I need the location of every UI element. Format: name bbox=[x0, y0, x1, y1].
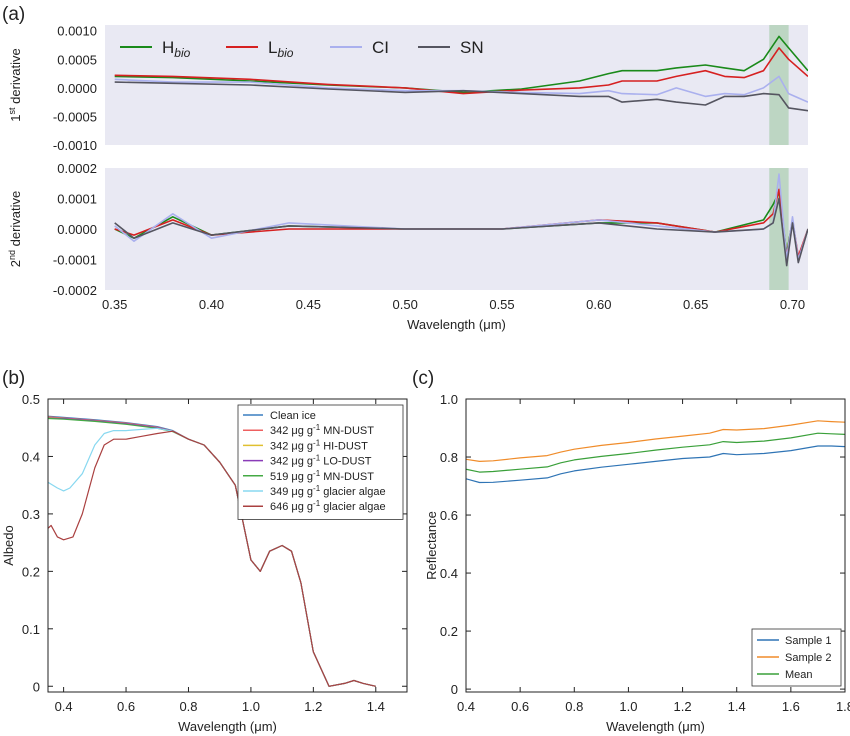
highlight-band bbox=[769, 25, 789, 145]
series-group-b bbox=[48, 415, 376, 687]
y-tick-label: 0.0010 bbox=[57, 24, 97, 39]
y-axis-label: 2nd derivative bbox=[7, 191, 23, 268]
legend-label: 342 μg g-1 HI-DUST bbox=[270, 438, 368, 452]
x-tick-label: 0.35 bbox=[102, 297, 127, 312]
x-tick-label: 0.4 bbox=[457, 699, 475, 714]
legend-label: 646 μg g-1 glacier algae bbox=[270, 499, 386, 513]
plot-frame-c bbox=[465, 398, 846, 693]
y-tick-label: 0.4 bbox=[440, 566, 458, 581]
x-tick-label: 0.40 bbox=[199, 297, 224, 312]
y-axis-label: Reflectance bbox=[424, 511, 439, 580]
x-tick-label: 0.60 bbox=[586, 297, 611, 312]
series-line-CI bbox=[114, 173, 808, 261]
legend-c: Sample 1 Sample 2 Mean bbox=[751, 628, 842, 687]
panel-label-c: (c) bbox=[412, 368, 434, 389]
x-axis-label: Wavelength (μm) bbox=[407, 317, 506, 332]
y-tick-label: 0.2 bbox=[440, 624, 458, 639]
legend-label: 342 μg g-1 MN-DUST bbox=[270, 423, 374, 437]
x-tick-label: 0.4 bbox=[55, 699, 73, 714]
series-group-c bbox=[466, 420, 845, 484]
x-tick-label: 0.70 bbox=[780, 297, 805, 312]
series-line-CI bbox=[114, 75, 808, 103]
series-line-SN bbox=[114, 81, 808, 112]
y-tick-label: 0.0005 bbox=[57, 52, 97, 67]
x-tick-label: 0.6 bbox=[117, 699, 135, 714]
y-tick-label: -0.0002 bbox=[53, 283, 97, 298]
x-tick-label: 1.0 bbox=[242, 699, 260, 714]
plot-area-a1 bbox=[105, 25, 808, 145]
panel-label-b: (b) bbox=[2, 368, 25, 389]
y-tick-label: 0.0001 bbox=[57, 192, 97, 207]
highlight-band bbox=[769, 168, 789, 290]
y-axis-label: 1st derivative bbox=[7, 48, 23, 122]
x-axis-label: Wavelength (μm) bbox=[606, 719, 705, 734]
y-tick-label: 0.0000 bbox=[57, 81, 97, 96]
y-tick-label: 1.0 bbox=[440, 392, 458, 407]
series-line-Sample-2 bbox=[466, 420, 845, 462]
x-tick-label: 0.8 bbox=[565, 699, 583, 714]
y-tick-label: 0.1 bbox=[22, 622, 40, 637]
plot-frame-b bbox=[47, 398, 408, 693]
legend-label: Clean ice bbox=[270, 410, 316, 422]
chart-a2: 0.0002 0.0001 0.0000 -0.0001 -0.0002 0.35 0.40… bbox=[7, 161, 808, 332]
x-tick-label: 0.45 bbox=[296, 297, 321, 312]
series-line-646-g-g-1-glacier-algae bbox=[48, 430, 376, 687]
legend-box bbox=[237, 404, 404, 520]
x-tick-label: 0.55 bbox=[489, 297, 514, 312]
y-axis-label: Albedo bbox=[1, 525, 16, 565]
x-tick-label: 1.6 bbox=[782, 699, 800, 714]
legend-label: 519 μg g-1 MN-DUST bbox=[270, 469, 374, 483]
y-tick-label: 0 bbox=[451, 682, 458, 697]
chart-b: 0 0.1 0.2 0.3 0.4 0.5 0.4 0.6 0.8 1.0 1.2 1.4 Wavele… bbox=[1, 392, 408, 734]
panel-label-a: (a) bbox=[2, 4, 25, 25]
x-tick-label: 0.65 bbox=[683, 297, 708, 312]
series-group-a1 bbox=[114, 35, 808, 112]
series-line-Mean bbox=[466, 432, 845, 473]
legend-label: 349 μg g-1 glacier algae bbox=[270, 484, 386, 498]
y-tick-label: 0.5 bbox=[22, 392, 40, 407]
legend-label: 342 μg g-1 LO-DUST bbox=[270, 454, 372, 468]
y-tick-label: 0.4 bbox=[22, 449, 40, 464]
series-line-Lbio bbox=[114, 47, 808, 95]
y-tick-label: 0.0002 bbox=[57, 161, 97, 176]
x-tick-label: 1.0 bbox=[619, 699, 637, 714]
y-tick-label: -0.0005 bbox=[53, 109, 97, 124]
series-line-Sample-1 bbox=[466, 445, 845, 484]
x-tick-label: 1.4 bbox=[367, 699, 385, 714]
x-tick-label: 1.8 bbox=[836, 699, 850, 714]
legend-label: CI bbox=[372, 38, 389, 57]
x-tick-label: 1.2 bbox=[304, 699, 322, 714]
chart-a1: 0.0010 0.0005 0.0000 -0.0005 -0.0010 1st deri… bbox=[7, 24, 808, 153]
series-line-SN bbox=[114, 197, 808, 267]
x-tick-label: 0.6 bbox=[511, 699, 529, 714]
legend-a: Hbio Lbio CI SN bbox=[120, 38, 484, 60]
x-tick-label: 0.8 bbox=[179, 699, 197, 714]
y-tick-label: 0.6 bbox=[440, 508, 458, 523]
y-tick-label: 0.8 bbox=[440, 450, 458, 465]
y-tick-label: -0.0001 bbox=[53, 253, 97, 268]
y-tick-label: 0 bbox=[33, 679, 40, 694]
legend-label: Hbio bbox=[162, 38, 191, 60]
legend-label: Sample 1 bbox=[785, 635, 831, 647]
legend-label: SN bbox=[460, 38, 484, 57]
legend-label: Lbio bbox=[268, 38, 294, 60]
series-group-a2 bbox=[114, 173, 808, 267]
y-tick-label: 0.0000 bbox=[57, 222, 97, 237]
x-tick-label: 1.2 bbox=[674, 699, 692, 714]
x-tick-label: 1.4 bbox=[728, 699, 746, 714]
legend-label: Sample 2 bbox=[785, 652, 831, 664]
chart-c: 0 0.2 0.4 0.6 0.8 1.0 0.4 0.6 0.8 1.0 1.2 1.4 1.6 1.8… bbox=[424, 392, 850, 734]
y-tick-label: 0.2 bbox=[22, 564, 40, 579]
y-tick-label: 0.3 bbox=[22, 507, 40, 522]
legend-label: Mean bbox=[785, 669, 813, 681]
y-tick-label: -0.0010 bbox=[53, 138, 97, 153]
x-tick-label: 0.50 bbox=[393, 297, 418, 312]
x-axis-label: Wavelength (μm) bbox=[178, 719, 277, 734]
